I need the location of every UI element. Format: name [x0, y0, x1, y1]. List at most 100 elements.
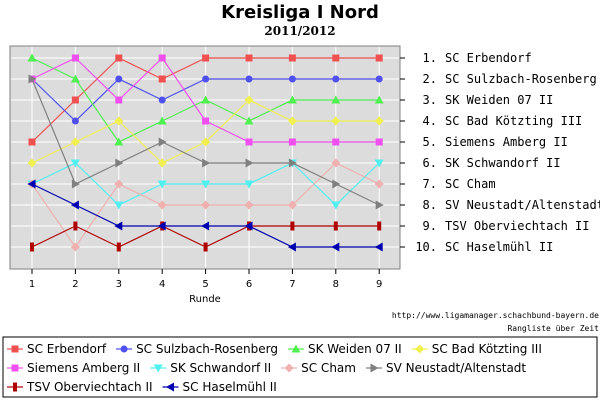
data-point: [331, 201, 341, 210]
data-point: [375, 75, 383, 83]
data-point: [201, 200, 211, 210]
data-point: [374, 95, 384, 104]
data-point: [71, 96, 79, 104]
legend-item: SK Schwandorf II: [150, 361, 271, 375]
x-tick-label: 5: [202, 279, 208, 290]
legend-item: SC Haselmühl II: [162, 380, 277, 394]
data-point: [201, 180, 211, 189]
x-tick-label: 3: [116, 279, 122, 290]
legend-marker: [13, 382, 17, 392]
data-point: [244, 95, 254, 105]
data-point: [245, 158, 254, 168]
x-tick-label: 4: [159, 279, 165, 290]
data-point: [374, 116, 384, 126]
data-point: [70, 200, 79, 210]
data-point: [375, 54, 383, 62]
legend-item: SK Weiden 07 II: [287, 342, 402, 356]
legend: SC Erbendorf SC Sulzbach-Rosenberg SK Weid…: [7, 342, 542, 394]
data-point: [288, 138, 296, 146]
data-point: [331, 242, 340, 252]
series-5: [28, 54, 383, 146]
legend-marker: [11, 345, 19, 353]
ranking-number: 10.: [415, 240, 437, 254]
data-point: [287, 95, 297, 104]
data-point: [332, 179, 341, 189]
legend-item: SC Sulzbach-Rosenberg: [116, 342, 278, 356]
data-point: [157, 158, 167, 168]
data-point: [332, 54, 340, 62]
data-point: [158, 96, 166, 104]
x-tick-label: 8: [333, 279, 339, 290]
ranking-team-name: SC Cham: [445, 177, 496, 191]
legend-item: SC Erbendorf: [7, 342, 107, 356]
ranking-number: 7.: [423, 177, 437, 191]
data-point: [115, 96, 123, 104]
data-point: [201, 137, 211, 147]
legend-label: SC Erbendorf: [27, 342, 107, 356]
series-3: [27, 53, 384, 146]
series-layer: [27, 53, 384, 252]
series-2: [28, 75, 383, 125]
data-point: [158, 54, 166, 62]
data-point: [115, 158, 124, 168]
data-point: [114, 201, 124, 210]
data-point: [27, 158, 37, 168]
data-point: [115, 54, 123, 62]
legend-marker: [291, 344, 301, 353]
data-point: [71, 179, 80, 189]
x-axis: 1 2 3 4 5 6 7 8 9: [29, 269, 382, 290]
legend-label: SV Neustadt/Altenstadt: [386, 361, 526, 375]
data-point: [288, 75, 296, 83]
data-point: [332, 75, 340, 83]
legend-marker: [153, 364, 163, 373]
series-10: [27, 179, 383, 252]
data-point: [158, 137, 167, 147]
data-point: [157, 200, 167, 210]
data-point: [203, 242, 208, 252]
legend-marker: [284, 363, 294, 373]
legend-marker: [415, 344, 425, 354]
x-tick-label: 1: [29, 279, 35, 290]
legend-label: SC Cham: [301, 361, 356, 375]
data-point: [245, 54, 253, 62]
data-point: [332, 138, 340, 146]
data-point: [331, 158, 341, 168]
legend-item: SC Cham: [281, 361, 356, 375]
legend-marker: [370, 363, 379, 373]
chart-title: Kreisliga I Nord: [221, 2, 379, 23]
legend-label: SC Haselmühl II: [183, 380, 277, 394]
legend-item: TSV Oberviechtach II: [7, 380, 153, 394]
legend-marker: [166, 382, 175, 392]
data-point: [70, 74, 80, 83]
data-point: [245, 138, 253, 146]
data-point: [157, 180, 167, 189]
data-point: [116, 242, 121, 252]
data-point: [70, 159, 80, 168]
data-point: [71, 54, 79, 62]
legend-item: SV Neustadt/Altenstadt: [365, 361, 526, 375]
legend-item: SC Bad Kötzting III: [411, 342, 542, 356]
data-point: [114, 116, 124, 126]
data-point: [331, 116, 341, 126]
x-axis-label: Runde: [189, 294, 221, 305]
legend-item: Siemens Amberg II: [7, 361, 140, 375]
ranking-number: 2.: [423, 72, 437, 86]
data-point: [244, 200, 254, 210]
data-point: [158, 75, 166, 83]
data-point: [114, 221, 123, 231]
data-point: [201, 221, 210, 231]
ranking-team-name: Siemens Amberg II: [445, 135, 568, 149]
x-tick-label: 9: [376, 279, 382, 290]
data-point: [331, 95, 341, 104]
data-point: [70, 242, 80, 252]
data-point: [157, 116, 167, 125]
legend-label: SC Bad Kötzting III: [432, 342, 542, 356]
data-point: [287, 200, 297, 210]
data-point: [287, 116, 297, 126]
legend-label: SC Sulzbach-Rosenberg: [136, 342, 278, 356]
data-point: [245, 75, 253, 83]
ranking-number: 1.: [423, 51, 437, 65]
chart-subtitle: 2011/2012: [264, 24, 335, 38]
data-point: [287, 242, 296, 252]
data-point: [28, 74, 37, 84]
